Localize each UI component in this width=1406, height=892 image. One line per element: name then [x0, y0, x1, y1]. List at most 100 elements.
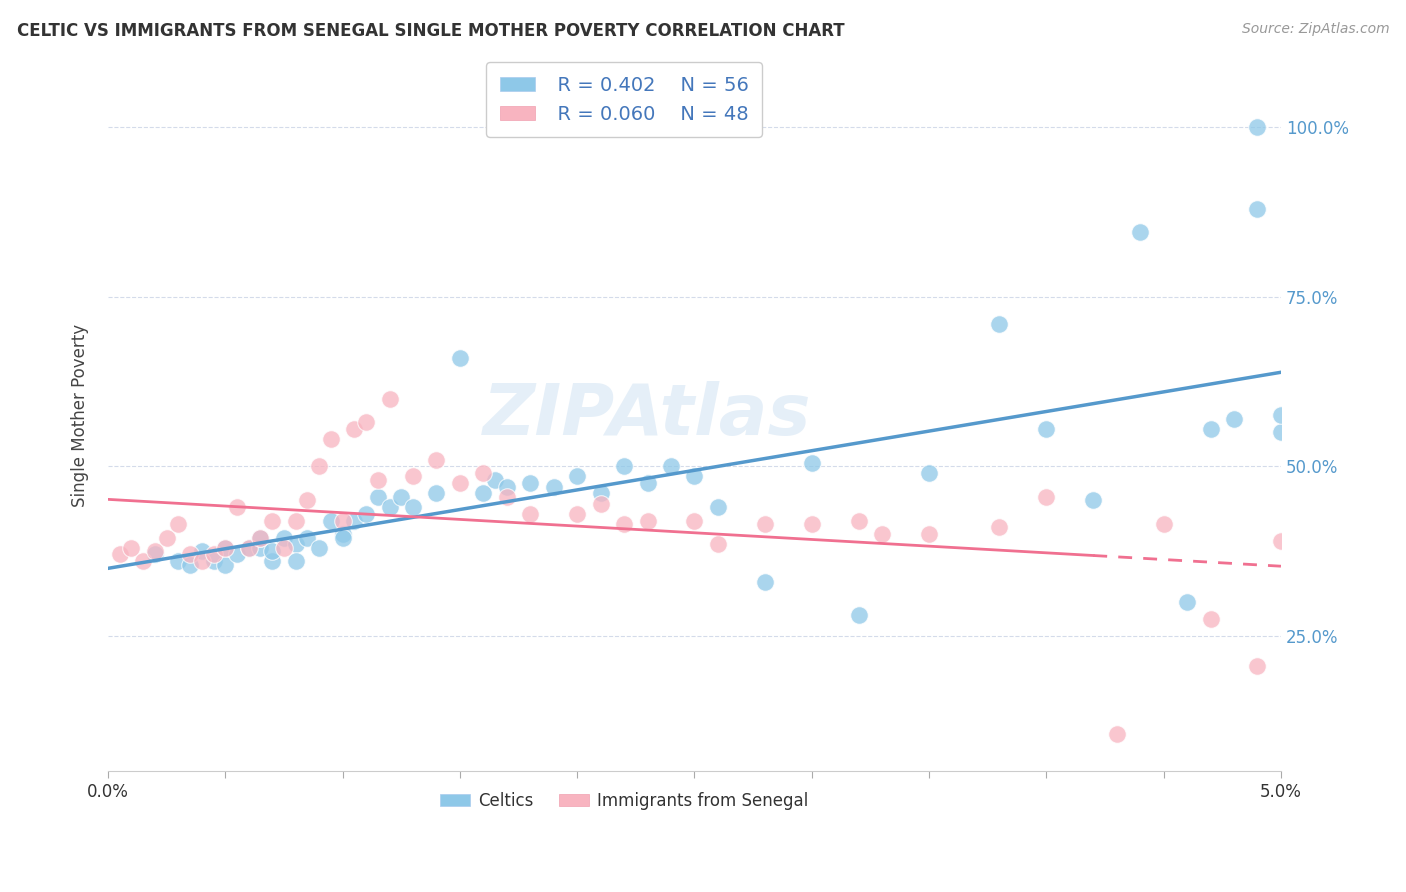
Point [495, 490, 517, 504]
Point [167, 516, 190, 531]
Point [1035, 490, 1057, 504]
Point [297, 531, 319, 545]
Point [754, 574, 776, 589]
Point [637, 514, 659, 528]
Point [249, 541, 271, 555]
Point [319, 432, 342, 446]
Point [1035, 422, 1057, 436]
Point [683, 514, 706, 528]
Point [1129, 226, 1152, 240]
Point [389, 490, 412, 504]
Point [519, 507, 541, 521]
Point [143, 544, 166, 558]
Point [988, 520, 1011, 534]
Point [472, 486, 495, 500]
Point [1153, 516, 1175, 531]
Point [308, 541, 330, 555]
Point [589, 486, 612, 500]
Point [683, 469, 706, 483]
Point [249, 531, 271, 545]
Point [707, 500, 730, 514]
Point [332, 527, 354, 541]
Point [262, 544, 284, 558]
Point [214, 558, 236, 572]
Point [238, 541, 260, 555]
Point [495, 480, 517, 494]
Point [613, 516, 636, 531]
Point [1246, 202, 1268, 216]
Point [354, 415, 377, 429]
Point [167, 554, 190, 568]
Point [214, 541, 236, 555]
Point [402, 469, 425, 483]
Point [191, 544, 214, 558]
Point [589, 497, 612, 511]
Point [284, 554, 307, 568]
Point [249, 531, 271, 545]
Point [800, 456, 823, 470]
Point [108, 548, 131, 562]
Text: ZIPAtlas: ZIPAtlas [484, 381, 811, 450]
Point [1270, 409, 1292, 423]
Point [132, 554, 155, 568]
Point [472, 466, 495, 480]
Point [332, 514, 354, 528]
Point [273, 541, 295, 555]
Point [402, 500, 425, 514]
Point [284, 514, 307, 528]
Point [1246, 120, 1268, 135]
Point [378, 392, 401, 406]
Point [179, 548, 201, 562]
Point [613, 459, 636, 474]
Point [367, 473, 389, 487]
Point [179, 558, 201, 572]
Point [543, 480, 565, 494]
Point [484, 473, 506, 487]
Text: Source: ZipAtlas.com: Source: ZipAtlas.com [1241, 22, 1389, 37]
Point [378, 500, 401, 514]
Point [519, 476, 541, 491]
Y-axis label: Single Mother Poverty: Single Mother Poverty [72, 324, 89, 507]
Point [848, 608, 870, 623]
Point [449, 476, 471, 491]
Point [1270, 533, 1292, 548]
Point [214, 541, 236, 555]
Point [1199, 612, 1222, 626]
Point [918, 527, 941, 541]
Point [297, 493, 319, 508]
Point [156, 531, 179, 545]
Point [707, 537, 730, 551]
Text: CELTIC VS IMMIGRANTS FROM SENEGAL SINGLE MOTHER POVERTY CORRELATION CHART: CELTIC VS IMMIGRANTS FROM SENEGAL SINGLE… [17, 22, 845, 40]
Point [425, 452, 447, 467]
Point [343, 514, 366, 528]
Point [262, 514, 284, 528]
Point [1083, 493, 1105, 508]
Point [367, 490, 389, 504]
Point [918, 466, 941, 480]
Point [226, 548, 249, 562]
Point [1105, 727, 1128, 741]
Point [308, 459, 330, 474]
Point [567, 469, 589, 483]
Point [449, 351, 471, 365]
Point [332, 531, 354, 545]
Point [319, 514, 342, 528]
Point [988, 317, 1011, 331]
Point [202, 554, 225, 568]
Point [143, 548, 166, 562]
Point [848, 514, 870, 528]
Point [191, 554, 214, 568]
Point [567, 507, 589, 521]
Point [238, 541, 260, 555]
Point [202, 548, 225, 562]
Point [1175, 595, 1198, 609]
Point [659, 459, 682, 474]
Point [754, 516, 776, 531]
Point [800, 516, 823, 531]
Point [870, 527, 893, 541]
Point [1199, 422, 1222, 436]
Point [226, 500, 249, 514]
Point [425, 486, 447, 500]
Point [1246, 659, 1268, 673]
Point [284, 537, 307, 551]
